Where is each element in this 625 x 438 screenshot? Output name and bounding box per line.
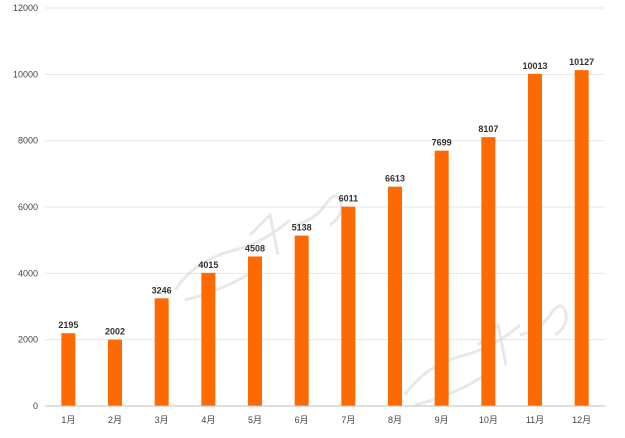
data-label: 4508 <box>245 243 265 253</box>
data-label: 4015 <box>198 260 218 270</box>
data-label: 7699 <box>432 138 452 148</box>
x-tick-label: 7月 <box>341 415 355 425</box>
bar <box>154 298 169 406</box>
x-tick-label: 2月 <box>108 415 122 425</box>
bar <box>528 73 542 407</box>
x-tick-label: 3月 <box>155 415 169 425</box>
x-tick-label: 9月 <box>435 415 449 425</box>
data-label: 5138 <box>292 223 312 233</box>
bar <box>108 339 122 406</box>
data-label: 2002 <box>105 327 125 337</box>
data-label: 2195 <box>58 320 78 330</box>
bar <box>248 256 262 406</box>
data-label: 6011 <box>339 194 359 204</box>
y-axis: 0 2000 4000 6000 8000 10000 12000 <box>13 3 38 411</box>
bar <box>294 235 309 406</box>
x-tick-label: 5月 <box>248 415 262 425</box>
x-axis: 1月 2月 3月 4月 5月 6月 7月 8月 9月 10月 11月 12月 <box>45 405 605 425</box>
bars <box>61 70 589 407</box>
x-tick-label: 1月 <box>61 415 75 425</box>
data-label: 8107 <box>478 124 498 134</box>
y-tick-label: 8000 <box>18 136 38 146</box>
x-tick-label: 4月 <box>201 415 215 425</box>
data-label: 3246 <box>152 285 172 295</box>
data-labels: 2195 2002 3246 4015 4508 5138 6011 6613 7699 8107… <box>58 57 594 336</box>
y-tick-label: 12000 <box>13 3 38 13</box>
watermark-logo <box>173 194 568 407</box>
x-tick-label: 8月 <box>388 415 402 425</box>
bar <box>574 70 589 407</box>
gridlines <box>45 7 605 341</box>
bar <box>61 333 76 406</box>
y-tick-label: 4000 <box>18 268 38 278</box>
y-tick-label: 0 <box>33 401 38 411</box>
data-label: 10013 <box>522 61 547 71</box>
bar <box>201 272 216 406</box>
x-tick-label: 6月 <box>295 415 309 425</box>
bar <box>481 137 496 406</box>
x-tick-label: 11月 <box>526 415 544 425</box>
bar <box>388 186 402 406</box>
x-tick-label: 10月 <box>479 415 498 425</box>
y-tick-label: 2000 <box>18 335 38 345</box>
x-tick-label: 12月 <box>572 415 591 425</box>
bar <box>434 150 449 406</box>
data-label: 10127 <box>569 57 594 67</box>
y-tick-label: 6000 <box>18 202 38 212</box>
y-tick-label: 10000 <box>13 69 38 79</box>
bar <box>341 206 356 406</box>
data-label: 6613 <box>385 174 405 184</box>
